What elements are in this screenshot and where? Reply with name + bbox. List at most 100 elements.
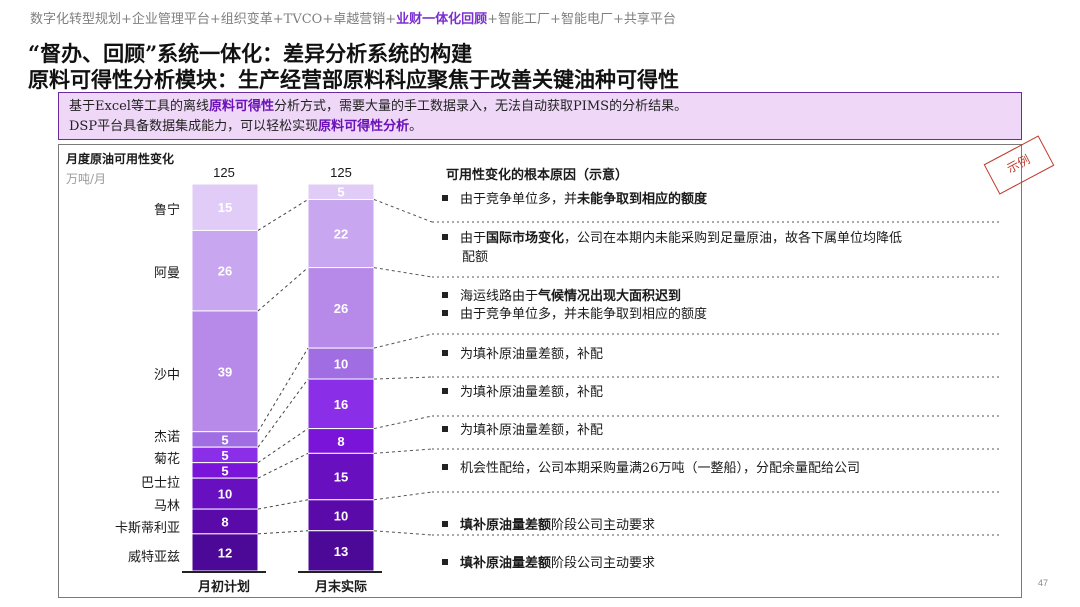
bar-value-label: 12 [218, 545, 232, 560]
bar-value-label: 5 [221, 463, 228, 478]
bar-segment [191, 477, 259, 510]
bar-segment [307, 198, 375, 269]
callout-text: 基于Excel等工具的离线 [69, 99, 209, 114]
bullet-icon [442, 463, 448, 470]
bar-total-actual: 125 [330, 165, 352, 180]
reason-text: 为填补原油量差额，补配 [460, 347, 604, 362]
bullet-icon [442, 558, 448, 565]
reason-text: 为填补原油量差额，补配 [460, 423, 604, 438]
bar-segment [191, 508, 259, 535]
callout-box: 基于Excel等工具的离线原料可得性分析方式，需要大量的手工数据录入，无法自动获… [58, 92, 1022, 140]
reason-item: 由于竞争单位多，并未能争取到相应的额度 [442, 305, 1000, 324]
callout-text: 分析方式，需要大量的手工数据录入，无法自动获取PIMS的分析结果。 [273, 99, 688, 114]
category-label: 杰诺 [153, 430, 180, 445]
reason-text: 未能争取到相应的额度 [577, 192, 708, 207]
reason-item: 填补原油量差额阶段公司主动要求 [442, 516, 1000, 535]
bar-segment [307, 530, 375, 572]
bar-value-label: 8 [221, 514, 228, 529]
reason-item: 海运线路由于气候情况出现大面积迟到 [442, 287, 1000, 306]
reason-text: 阶段公司主动要求 [551, 556, 656, 571]
reason-text: 填补原油量差额 [460, 556, 552, 571]
connector-line [257, 267, 309, 312]
bar-segment [307, 428, 375, 454]
bar-segment [307, 267, 375, 349]
reason-connector [373, 415, 433, 430]
reason-text: 机会性配给，公司本期采购量满26万吨（一整船），分配余量配给公司 [460, 461, 861, 476]
page-number: 47 [1038, 578, 1049, 588]
bullet-icon [442, 425, 448, 432]
bar-value-label: 16 [334, 397, 348, 412]
baseline-actual [298, 571, 382, 573]
reason-connector [373, 333, 433, 349]
page-subtitle: 原料可得性分析模块：生产经营部原料科应聚焦于改善关键油种可得性 [28, 67, 679, 92]
bar-total-plan: 125 [213, 165, 235, 180]
bullet-icon [442, 309, 448, 316]
bar-value-label: 8 [337, 434, 344, 449]
bar-value-label: 26 [334, 301, 348, 316]
callout-text: 。 [409, 119, 423, 134]
breadcrumb-active: 业财一体化回顾 [396, 12, 488, 27]
x-tick-plan: 月初计划 [197, 580, 250, 595]
connector-line [257, 452, 309, 479]
reason-connector [373, 376, 433, 380]
category-label: 威特亚兹 [127, 550, 180, 565]
bar-value-label: 10 [218, 487, 232, 502]
category-label: 阿曼 [153, 266, 180, 281]
connector-line [257, 199, 309, 231]
bar-segment [307, 499, 375, 532]
connector-line [257, 378, 309, 448]
bar-segment [307, 378, 375, 430]
bar-value-label: 15 [334, 470, 348, 485]
bar-value-label: 26 [218, 264, 232, 279]
x-tick-actual: 月末实际 [314, 580, 367, 595]
category-label: 鲁宁 [153, 203, 180, 218]
bar-segment [307, 347, 375, 380]
bar-segment [191, 183, 259, 231]
bar-segment [191, 310, 259, 433]
category-label: 沙中 [153, 368, 180, 383]
reasons-header: 可用性变化的根本原因（示意） [446, 168, 629, 183]
bar-value-label: 39 [218, 364, 232, 379]
bullet-icon [442, 520, 448, 527]
callout-highlight: 原料可得性分析 [318, 119, 410, 134]
callout-line-2: DSP平台具备数据集成能力，可以轻松实现原料可得性分析。 [69, 117, 1011, 137]
bullet-icon [442, 233, 448, 240]
reason-connector [373, 199, 433, 223]
bar-segment [191, 533, 259, 572]
connector-line [257, 499, 309, 510]
callout-text: DSP平台具备数据集成能力，可以轻松实现 [69, 119, 319, 134]
bar-value-label: 22 [334, 227, 348, 242]
reason-text: 由于 [460, 231, 487, 246]
bar-value-label: 5 [337, 185, 344, 200]
bar-value-label: 5 [221, 432, 228, 447]
bullet-icon [442, 387, 448, 394]
connector-line [257, 530, 309, 535]
breadcrumb-before: 数字化转型规划+企业管理平台+组织变革+TVCO+卓越营销+ [30, 12, 397, 27]
bar-value-label: 10 [334, 508, 348, 523]
bullet-icon [442, 349, 448, 356]
callout-highlight: 原料可得性 [208, 99, 274, 114]
reason-connector [373, 448, 433, 454]
bullet-icon [442, 291, 448, 298]
callout-line-1: 基于Excel等工具的离线原料可得性分析方式，需要大量的手工数据录入，无法自动获… [69, 97, 1011, 117]
reason-text: 阶段公司主动要求 [551, 518, 656, 533]
reason-text: 由于竞争单位多，并 [460, 192, 578, 207]
reason-text: 为填补原油量差额，补配 [460, 385, 604, 400]
bar-value-label: 15 [218, 200, 232, 215]
baseline-plan [182, 571, 266, 573]
category-label: 菊花 [153, 452, 180, 467]
reason-text: 气候情况出现大面积迟到 [538, 289, 682, 304]
bar-segment [191, 229, 259, 312]
page-title: “督办、回顾”系统一体化：差异分析系统的构建 [28, 41, 473, 66]
bar-value-label: 5 [221, 448, 228, 463]
reason-text: 由于竞争单位多，并未能争取到相应的额度 [460, 307, 708, 322]
reason-item: 为填补原油量差额，补配 [442, 345, 1000, 364]
bar-value-label: 10 [334, 357, 348, 372]
reason-text: 海运线路由于 [460, 289, 539, 304]
reason-connector [373, 491, 433, 501]
category-label: 卡斯蒂利亚 [114, 521, 180, 536]
connector-line [257, 347, 309, 432]
reason-text: 填补原油量差额 [460, 518, 552, 533]
reason-text: ，公司在本期内未能采购到足量原油，故各下属单位均降低 [564, 231, 903, 246]
